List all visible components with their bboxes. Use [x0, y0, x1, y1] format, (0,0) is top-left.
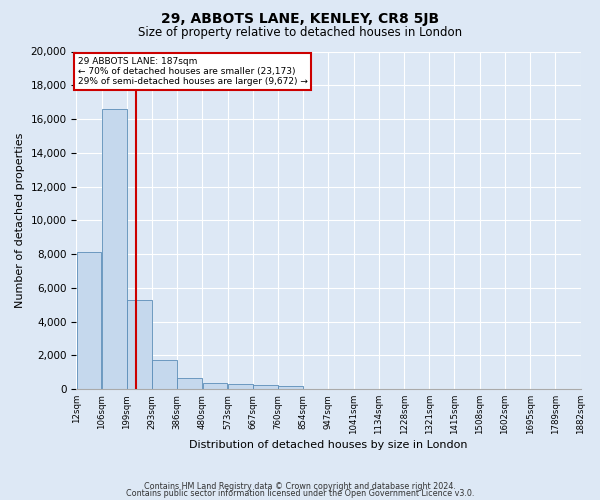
Bar — [203, 384, 227, 389]
Text: 29, ABBOTS LANE, KENLEY, CR8 5JB: 29, ABBOTS LANE, KENLEY, CR8 5JB — [161, 12, 439, 26]
Bar — [228, 384, 253, 389]
Bar — [152, 360, 177, 389]
Bar — [77, 252, 101, 389]
Bar — [102, 109, 127, 389]
Bar — [127, 300, 152, 389]
Text: 29 ABBOTS LANE: 187sqm
← 70% of detached houses are smaller (23,173)
29% of semi: 29 ABBOTS LANE: 187sqm ← 70% of detached… — [77, 56, 308, 86]
X-axis label: Distribution of detached houses by size in London: Distribution of detached houses by size … — [189, 440, 468, 450]
Text: Size of property relative to detached houses in London: Size of property relative to detached ho… — [138, 26, 462, 39]
Text: Contains public sector information licensed under the Open Government Licence v3: Contains public sector information licen… — [126, 489, 474, 498]
Bar — [178, 378, 202, 389]
Bar — [278, 386, 303, 389]
Y-axis label: Number of detached properties: Number of detached properties — [15, 132, 25, 308]
Bar — [253, 386, 278, 389]
Text: Contains HM Land Registry data © Crown copyright and database right 2024.: Contains HM Land Registry data © Crown c… — [144, 482, 456, 491]
